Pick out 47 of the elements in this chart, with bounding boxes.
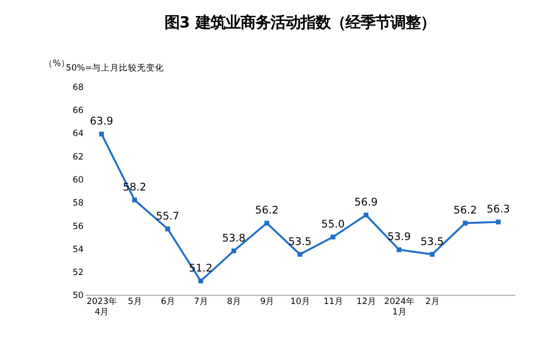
point <box>462 220 468 226</box>
point <box>430 252 435 257</box>
x-tick-label: 10月 <box>290 296 310 307</box>
x-tick-label: 12月 <box>356 296 376 307</box>
y-tick-label: 54 <box>72 244 84 255</box>
text: 53.9 <box>387 231 411 244</box>
x-tick-label: 5月 <box>128 296 142 307</box>
x-tick-label: 2023年 4月 <box>86 296 118 318</box>
point <box>198 278 204 284</box>
point <box>99 132 104 136</box>
text: 53.5 <box>420 236 444 248</box>
text: 55.0 <box>321 218 345 230</box>
text: 56.2 <box>255 204 279 217</box>
text: 63.9 <box>90 116 114 128</box>
point <box>298 252 302 257</box>
point <box>496 220 501 224</box>
text: 50%=与上月比较无变化 <box>66 62 164 74</box>
text: 56.3 <box>486 203 510 216</box>
point <box>132 198 137 202</box>
text: 56.2 <box>454 204 477 217</box>
point <box>264 220 270 226</box>
point <box>231 248 236 254</box>
point <box>330 234 336 240</box>
x-tick-label: 8月 <box>227 296 242 307</box>
x-tick-label: 9月 <box>260 296 275 307</box>
point <box>396 247 402 252</box>
text: 55.7 <box>156 210 180 222</box>
y-tick-label: 66 <box>72 106 84 116</box>
y-tick-label: 58 <box>72 198 84 209</box>
y-tick-label: 60 <box>72 176 84 186</box>
chart-title: 图3 建筑业商务活动指数（经季节调整） <box>164 13 436 32</box>
y-tick-label: 56 <box>72 222 84 232</box>
x-tick-label: 11月 <box>323 296 344 307</box>
y-tick-label: 50 <box>72 291 84 302</box>
x-tick-label: 2024年 1月 <box>384 296 415 318</box>
text: 53.5 <box>288 236 312 248</box>
y-tick-label: 64 <box>72 129 84 140</box>
y-tick-label: 62 <box>72 152 84 162</box>
x-tick-label: 2月 <box>425 296 440 307</box>
y-tick-label: 68 <box>72 82 84 93</box>
text: 53.8 <box>222 232 246 244</box>
text: 56.9 <box>354 196 378 208</box>
y-tick-label: 52 <box>72 268 84 278</box>
point <box>364 212 368 218</box>
point <box>165 226 170 232</box>
x-tick-label: 6月 <box>160 296 176 307</box>
x-tick-label: 7月 <box>194 296 208 307</box>
